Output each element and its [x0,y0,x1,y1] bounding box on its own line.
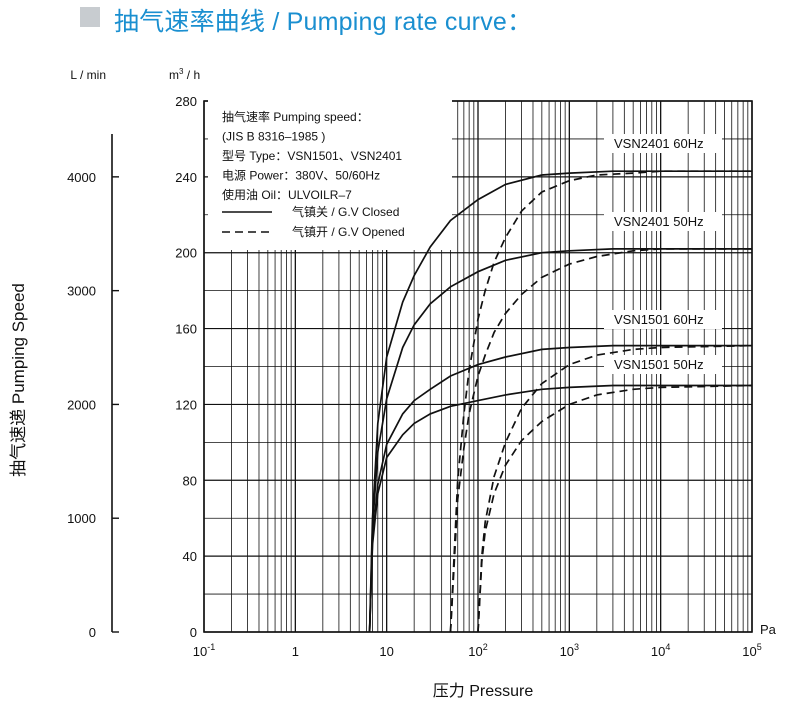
y-tick-label: 240 [175,170,197,185]
series-line [449,248,752,633]
y-tick-label: 120 [175,397,197,412]
curve-labels: VSN2401 60Hz VSN2401 50Hz VSN1501 60Hz VSN1… [604,134,722,374]
series-line [368,170,752,633]
x-tick-label: 10-1 [193,642,215,659]
y-tick-label: 160 [175,322,197,337]
left-tick-label: 4000 [67,170,96,185]
series-line [368,248,752,633]
x-tick-label: 1 [292,644,299,659]
series-line [449,170,752,633]
legend-line: 电源 Power：380V、50/60Hz [222,169,380,183]
y-tick-label: 40 [183,549,197,564]
series-line [368,384,752,633]
series-line [477,384,753,633]
left-tick-label: 3000 [67,284,96,299]
legend-line: 抽气速率 Pumping speed： [222,109,369,124]
y-tick-label: 200 [175,246,197,261]
y-tick-label: 80 [183,473,197,488]
y-unit-m3h: m3 / h [169,67,200,82]
legend-solid-label: 气镇关 / G.V Closed [292,204,399,219]
left-tick-label: 0 [89,625,96,640]
y-unit-lmin: L / min [70,68,106,82]
legend-box [208,98,452,250]
x-unit: Pa [760,622,777,637]
curve-label: VSN2401 50Hz [614,214,704,229]
curve-label-box [604,355,722,374]
legend: 抽气速率 Pumping speed： (JIS B 8316–1985 ) 型号 … [208,98,452,250]
y-axis-label: 抽气速递 Pumping Speed [9,283,28,477]
legend-dashed-label: 气镇开 / G.V Opened [292,224,405,239]
curve-label-box [604,134,722,153]
left-tick-label: 2000 [67,397,96,412]
curve-label: VSN1501 50Hz [614,357,704,372]
curve-label-box [604,310,722,329]
curve-label-box [604,212,722,231]
x-axis-label: 压力 Pressure [433,682,534,700]
x-tick-label: 102 [468,642,487,659]
curve-label: VSN2401 60Hz [614,136,704,151]
title-square [80,7,100,27]
legend-line: (JIS B 8316–1985 ) [222,130,325,144]
x-tick-label: 105 [742,642,761,659]
series-line [368,344,752,633]
x-tick-label: 104 [651,642,670,659]
y-tick-label: 0 [190,625,197,640]
x-tick-label: 103 [560,642,579,659]
page-title: 抽气速率曲线 / Pumping rate curve： [114,8,533,36]
y-tick-label: 280 [175,94,197,109]
series-line [477,344,753,633]
curve-label: VSN1501 60Hz [614,312,704,327]
legend-line: 型号 Type：VSN1501、VSN2401 [222,149,402,163]
curves [368,170,753,633]
left-tick-label: 1000 [67,511,96,526]
legend-line: 使用油 Oil：ULVOILR–7 [222,187,352,202]
x-tick-label: 10 [379,644,393,659]
